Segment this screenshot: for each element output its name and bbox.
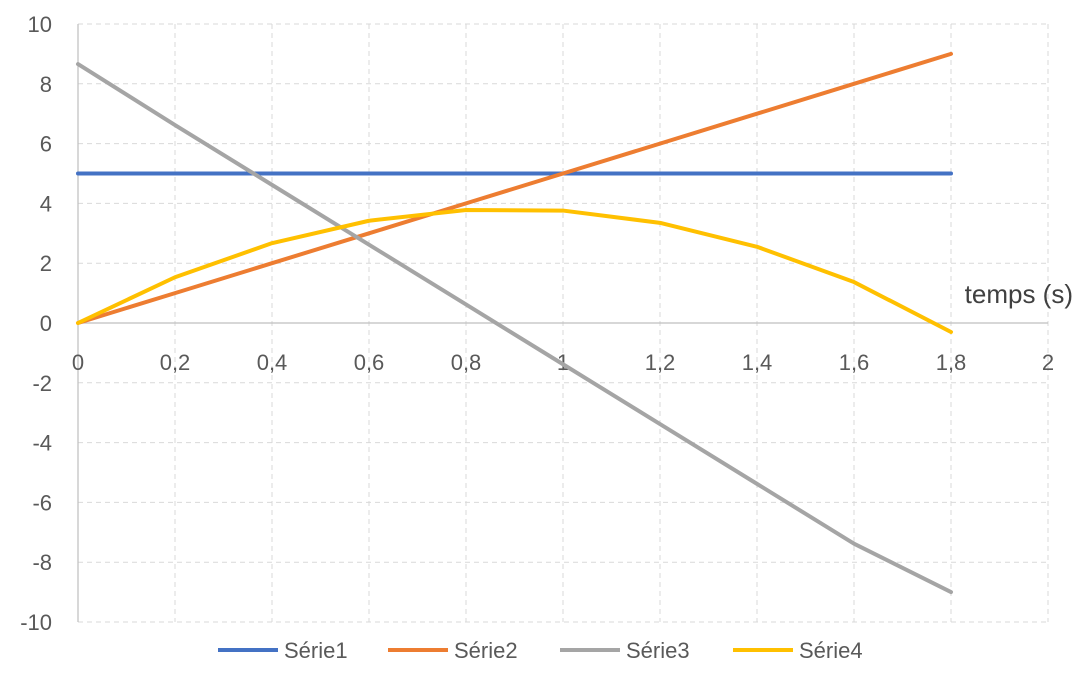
y-tick-label: -2 bbox=[32, 371, 52, 396]
legend-item-1: Série1 bbox=[218, 638, 348, 663]
x-tick-label: 0,6 bbox=[354, 350, 385, 375]
x-tick-label: 1,2 bbox=[645, 350, 676, 375]
y-tick-label: -6 bbox=[32, 490, 52, 515]
series-line-2 bbox=[76, 51, 953, 325]
legend-label: Série3 bbox=[626, 638, 690, 663]
legend-label: Série2 bbox=[454, 638, 518, 663]
x-axis-title: temps (s) bbox=[965, 279, 1073, 309]
y-tick-label: 10 bbox=[28, 12, 52, 37]
y-tick-labels: 10 8 6 4 2 0 -2 -4 -6 -8 -10 bbox=[20, 12, 52, 635]
y-tick-label: 2 bbox=[40, 251, 52, 276]
y-tick-label: -4 bbox=[32, 431, 52, 456]
y-tick-label: -8 bbox=[32, 550, 52, 575]
x-tick-label: 0 bbox=[72, 350, 84, 375]
x-tick-labels: 0 0,2 0,4 0,6 0,8 1 1,2 1,4 1,6 1,8 2 bbox=[72, 350, 1054, 375]
legend-item-2: Série2 bbox=[388, 638, 518, 663]
x-tick-label: 1,6 bbox=[839, 350, 870, 375]
x-tick-label: 2 bbox=[1042, 350, 1054, 375]
series-lines bbox=[76, 51, 953, 595]
y-tick-label: 8 bbox=[40, 72, 52, 97]
y-tick-label: 4 bbox=[40, 191, 52, 216]
x-tick-label: 1,4 bbox=[742, 350, 773, 375]
y-tick-label: -10 bbox=[20, 610, 52, 635]
y-tick-label: 0 bbox=[40, 311, 52, 336]
legend-label: Série1 bbox=[284, 638, 348, 663]
x-tick-label: 1,8 bbox=[936, 350, 967, 375]
x-tick-label: 0,2 bbox=[160, 350, 191, 375]
x-tick-label: 0,4 bbox=[257, 350, 288, 375]
legend: Série1 Série2 Série3 Série4 bbox=[218, 638, 863, 663]
legend-label: Série4 bbox=[799, 638, 863, 663]
y-tick-label: 6 bbox=[40, 132, 52, 157]
series-line-3 bbox=[76, 62, 953, 595]
series-line-4 bbox=[76, 207, 953, 334]
x-tick-label: 0,8 bbox=[451, 350, 482, 375]
legend-item-4: Série4 bbox=[733, 638, 863, 663]
legend-item-3: Série3 bbox=[560, 638, 690, 663]
